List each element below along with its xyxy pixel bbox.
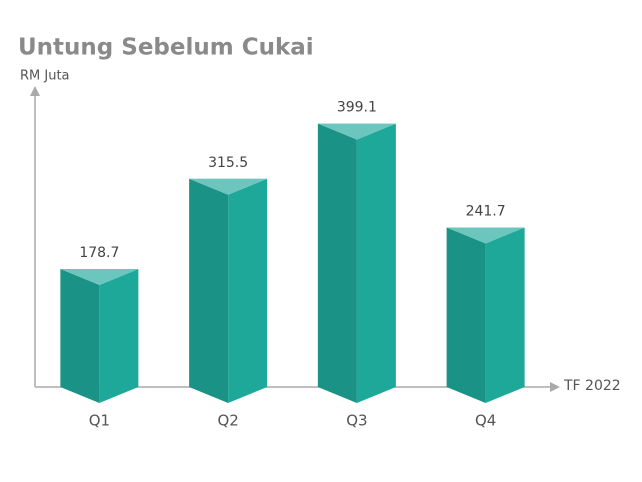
bar (446, 227, 525, 403)
value-label: 315.5 (208, 155, 248, 171)
bar-right-face (485, 227, 525, 403)
bar (317, 123, 396, 404)
value-label: 178.7 (79, 245, 119, 261)
value-label: 399.1 (337, 100, 377, 116)
bar-right-face (99, 269, 139, 403)
bar-left-shade (189, 178, 229, 403)
bar-top-face (189, 178, 268, 195)
x-axis-label: TF 2022 (563, 378, 621, 394)
bar-left-face (317, 123, 357, 404)
bar-top-light (446, 227, 525, 244)
bar-left-shade (60, 269, 100, 403)
chart-title: Untung Sebelum Cukai (18, 35, 314, 61)
bar-right-face (356, 123, 396, 404)
x-axis-arrow (550, 382, 560, 392)
y-axis-label: RM Juta (20, 69, 70, 84)
bar-top-face (446, 227, 525, 244)
x-tick-label: Q1 (89, 412, 110, 430)
bar-top-light (60, 269, 139, 286)
x-tick-label: Q2 (217, 412, 238, 430)
bar-left-shade (446, 227, 486, 403)
bar-left-face (60, 269, 100, 403)
x-tick-label: Q4 (475, 412, 496, 430)
y-axis-arrow (30, 86, 40, 96)
bar-left-face (446, 227, 486, 403)
bar-top-face (317, 123, 396, 140)
bar-top-light (317, 123, 396, 140)
bar-right-face (228, 178, 268, 403)
x-tick-label: Q3 (346, 412, 367, 430)
bar-left-shade (317, 123, 357, 404)
bar-top-light (189, 178, 268, 195)
value-label: 241.7 (466, 203, 506, 219)
bar-top-face (60, 269, 139, 286)
bar-left-face (189, 178, 229, 403)
bar (189, 178, 268, 403)
bar (60, 269, 139, 403)
